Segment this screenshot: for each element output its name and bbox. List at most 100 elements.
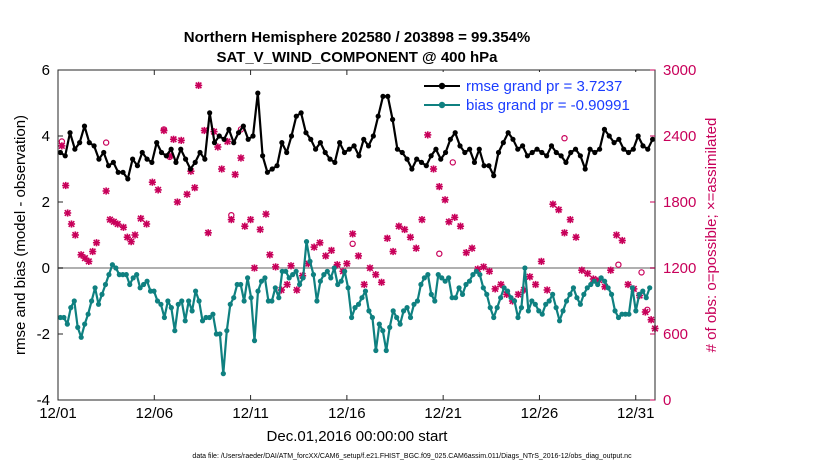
- rmse-point: [312, 146, 319, 152]
- bias-point: [137, 285, 143, 291]
- rmse-point: [491, 173, 497, 179]
- rmse-point: [428, 153, 434, 159]
- rmse-point: [245, 136, 251, 142]
- x-tick-label: 12/16: [328, 405, 366, 422]
- obs-assimilated-marker: [114, 220, 122, 228]
- rmse-point: [380, 93, 386, 99]
- rmse-point: [317, 140, 323, 146]
- rmse-point: [616, 136, 622, 142]
- rmse-point: [601, 126, 608, 132]
- rmse-point: [553, 149, 559, 156]
- bias-point: [262, 275, 268, 281]
- rmse-point: [500, 140, 506, 146]
- bias-point: [258, 278, 265, 284]
- rmse-point: [447, 136, 453, 142]
- bias-point: [629, 285, 635, 291]
- rmse-point: [62, 153, 68, 159]
- bias-point: [435, 272, 441, 278]
- rmse-point: [351, 143, 357, 149]
- rmse-point: [548, 143, 555, 149]
- bias-point: [470, 272, 476, 278]
- obs-assimilated-marker: [241, 222, 249, 230]
- rmse-point: [115, 169, 121, 175]
- bias-point: [602, 278, 608, 284]
- rmse-point: [96, 156, 102, 162]
- bias-point: [394, 314, 400, 321]
- rmse-point: [649, 136, 656, 142]
- rmse-point: [216, 133, 222, 139]
- obs-assimilated-marker: [395, 222, 403, 230]
- rmse-point: [130, 156, 136, 162]
- obs-assimilated-marker: [102, 187, 110, 195]
- bias-point: [186, 298, 192, 304]
- y-left-tick-label: 6: [42, 62, 50, 79]
- bias-point: [567, 291, 573, 297]
- rmse-point: [202, 156, 208, 162]
- rmse-point: [279, 140, 285, 146]
- bias-point: [539, 311, 545, 317]
- obs-assimilated-marker: [383, 234, 391, 242]
- bias-point: [231, 295, 237, 301]
- rmse-point: [81, 123, 88, 129]
- bias-point: [310, 272, 317, 278]
- obs-assimilated-marker: [429, 165, 438, 173]
- rmse-point: [105, 163, 112, 169]
- legend-rmse-marker: [438, 82, 446, 90]
- bias-point: [342, 268, 348, 274]
- rmse-point: [163, 153, 169, 159]
- y-right-tick-label: 1800: [663, 194, 696, 211]
- bias-point: [411, 301, 417, 307]
- bias-point: [553, 305, 559, 311]
- obs-assimilated-marker: [58, 142, 66, 150]
- bias-point: [165, 298, 171, 304]
- chart-title-line2: SAT_V_WIND_COMPONENT @ 400 hPa: [216, 49, 498, 66]
- bias-point: [68, 305, 74, 311]
- bias-point: [570, 285, 577, 291]
- bias-point: [608, 291, 615, 297]
- series-layer: [57, 81, 659, 377]
- bias-point: [92, 285, 98, 291]
- rmse-point: [187, 166, 193, 172]
- obs-assimilated-marker: [89, 247, 97, 256]
- bias-point: [293, 268, 299, 274]
- rmse-point: [361, 136, 367, 142]
- bias-point: [127, 281, 133, 288]
- obs-assimilated-marker: [67, 220, 76, 228]
- obs-assimilated-marker: [366, 264, 374, 272]
- obs-assimilated-marker: [85, 257, 93, 265]
- legend-rmse-label: rmse grand pr = 3.7237: [466, 78, 622, 95]
- rmse-point: [182, 156, 189, 162]
- obs-assimilated-marker: [173, 198, 181, 206]
- rmse-point: [592, 149, 598, 156]
- rmse-point: [409, 166, 415, 172]
- rmse-point: [486, 163, 492, 169]
- bias-point: [189, 308, 195, 314]
- obs-assimilated-marker: [119, 223, 128, 231]
- rmse-point: [524, 153, 531, 159]
- obs-assimilated-marker: [406, 233, 415, 241]
- obs-assimilated-marker: [322, 252, 330, 260]
- x-tick-label: 12/11: [232, 405, 268, 422]
- rmse-point: [226, 126, 232, 132]
- bias-point: [643, 295, 649, 301]
- rmse-point: [476, 146, 482, 152]
- obs-assimilated-marker: [543, 286, 551, 294]
- bias-point: [595, 281, 601, 288]
- obs-assimilated-marker: [578, 266, 586, 274]
- rmse-point: [520, 143, 526, 149]
- bias-point: [331, 265, 337, 271]
- obs-assimilated-marker: [204, 229, 212, 237]
- bias-point: [158, 301, 164, 307]
- obs-assimilated-marker: [194, 81, 203, 89]
- bias-point: [633, 308, 639, 314]
- bias-point: [210, 311, 216, 317]
- y-left-tick-label: 4: [42, 128, 50, 145]
- rmse-point: [365, 143, 372, 149]
- bias-point: [581, 291, 587, 297]
- rmse-point: [192, 159, 198, 165]
- bias-point: [345, 285, 351, 291]
- y-left-tick-label: 0: [42, 260, 50, 277]
- bias-point: [130, 275, 136, 281]
- x-axis-label: Dec.01,2016 00:00:00 start: [267, 428, 449, 445]
- bias-point: [296, 281, 303, 288]
